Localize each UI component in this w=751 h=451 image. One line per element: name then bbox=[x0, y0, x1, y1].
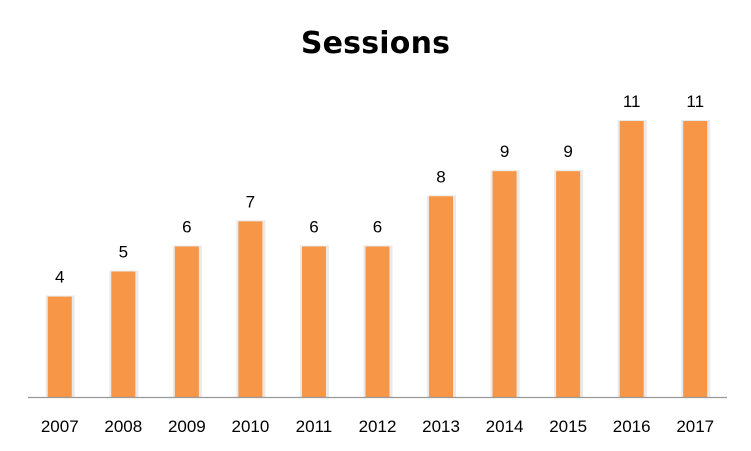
bars-layer bbox=[45, 120, 711, 397]
data-label-2016: 11 bbox=[623, 92, 641, 111]
bar-2017 bbox=[683, 121, 708, 397]
data-label-2008: 5 bbox=[119, 243, 128, 262]
x-tick-label-2008: 2008 bbox=[104, 417, 142, 436]
bar-2015 bbox=[556, 171, 581, 397]
x-tick-label-2012: 2012 bbox=[359, 417, 397, 436]
bar-2008 bbox=[111, 271, 136, 397]
data-label-2014: 9 bbox=[500, 142, 509, 161]
x-tick-labels-layer: 2007 2008 2009 2010 2011 2012 2013 2014 2015 2016… bbox=[41, 417, 714, 436]
data-labels-layer: 4 5 6 7 6 6 8 9 9 11 11 bbox=[55, 92, 704, 287]
data-label-2007: 4 bbox=[55, 268, 64, 287]
data-label-2015: 9 bbox=[563, 142, 572, 161]
x-tick-label-2015: 2015 bbox=[549, 417, 587, 436]
data-label-2012: 6 bbox=[373, 217, 382, 236]
x-tick-label-2014: 2014 bbox=[486, 417, 524, 436]
data-label-2009: 6 bbox=[182, 217, 191, 236]
x-tick-label-2010: 2010 bbox=[231, 417, 269, 436]
data-label-2011: 6 bbox=[309, 217, 318, 236]
bar-2014 bbox=[492, 171, 517, 397]
bar-2016 bbox=[619, 121, 644, 397]
chart-title: Sessions bbox=[300, 26, 451, 61]
bar-2013 bbox=[429, 196, 454, 397]
bar-2007 bbox=[47, 296, 72, 397]
bar-2011 bbox=[301, 246, 326, 397]
bar-2012 bbox=[365, 246, 390, 397]
data-label-2013: 8 bbox=[436, 167, 445, 186]
x-tick-label-2009: 2009 bbox=[168, 417, 206, 436]
data-label-2017: 11 bbox=[686, 92, 704, 111]
x-tick-label-2011: 2011 bbox=[296, 417, 333, 436]
bar-2009 bbox=[174, 246, 199, 397]
data-label-2010: 7 bbox=[246, 192, 255, 211]
x-tick-label-2017: 2017 bbox=[676, 417, 714, 436]
x-tick-label-2007: 2007 bbox=[41, 417, 79, 436]
x-tick-label-2013: 2013 bbox=[422, 417, 460, 436]
x-tick-label-2016: 2016 bbox=[613, 417, 651, 436]
bar-2010 bbox=[238, 221, 263, 397]
